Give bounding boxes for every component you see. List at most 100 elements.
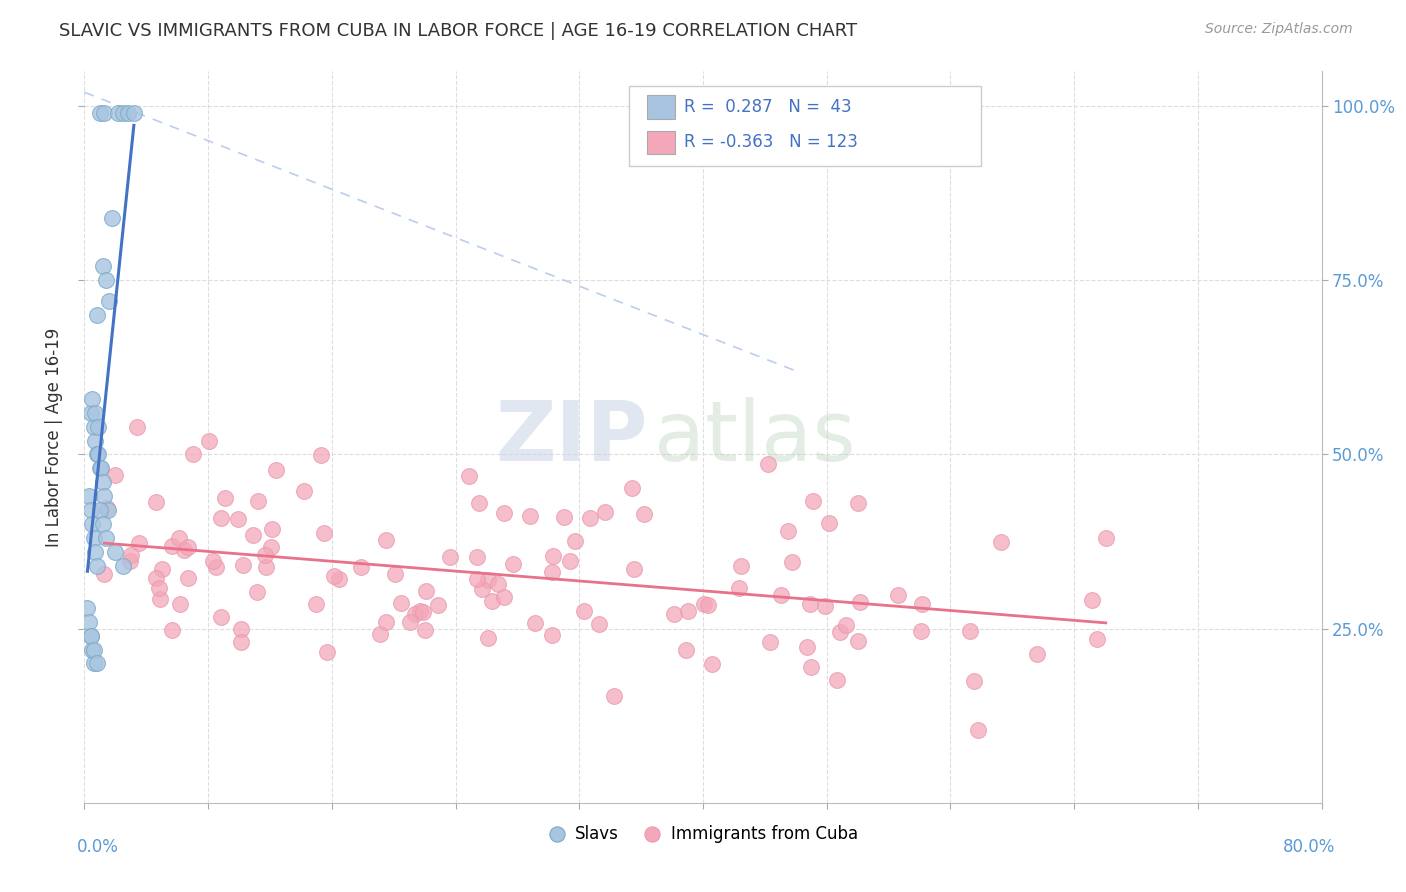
Point (502, 558, 524, 572)
Point (214, 491, 236, 505)
Point (818, 516, 841, 531)
Point (492, 506, 515, 520)
Point (173, 542, 195, 557)
Point (91, 260, 114, 274)
Point (232, 558, 254, 573)
Point (782, 555, 804, 569)
Point (120, 554, 142, 568)
Point (229, 635, 252, 649)
Point (91, 517, 114, 532)
Point (990, 534, 1012, 549)
Point (89, 461, 111, 475)
Point (834, 618, 856, 632)
Point (77, 615, 100, 629)
Point (309, 449, 332, 463)
Point (82, 517, 104, 532)
Point (553, 509, 575, 524)
Point (87, 419, 110, 434)
Text: Source: ZipAtlas.com: Source: ZipAtlas.com (1205, 22, 1353, 37)
Legend: Slavs, Immigrants from Cuba: Slavs, Immigrants from Cuba (541, 818, 865, 849)
Point (122, 106, 145, 120)
Point (664, 607, 686, 621)
Point (83, 419, 105, 434)
Point (384, 566, 406, 581)
Point (967, 723, 990, 737)
Point (623, 562, 645, 576)
Point (316, 645, 339, 659)
Point (112, 106, 135, 120)
Point (1026, 647, 1049, 661)
Point (849, 594, 872, 608)
Point (399, 615, 422, 629)
Point (814, 599, 837, 613)
Point (374, 615, 396, 629)
Point (242, 528, 264, 542)
Point (426, 599, 449, 613)
Point (93, 567, 115, 582)
Point (91, 475, 114, 490)
Point (101, 211, 124, 225)
Point (415, 584, 437, 599)
Point (149, 591, 172, 606)
Point (910, 624, 932, 639)
Point (579, 511, 602, 525)
Point (620, 481, 643, 495)
Point (1085, 632, 1108, 646)
Point (104, 545, 127, 559)
Point (796, 640, 818, 654)
Point (98, 294, 121, 309)
Point (120, 548, 142, 562)
Point (846, 634, 869, 648)
Point (404, 607, 426, 621)
Text: R = -0.363   N = 123: R = -0.363 N = 123 (685, 133, 858, 152)
Point (254, 560, 277, 574)
Point (759, 635, 782, 649)
Point (94, 531, 117, 545)
Point (202, 553, 225, 567)
Point (160, 623, 183, 637)
Point (83, 642, 105, 657)
FancyBboxPatch shape (628, 86, 981, 167)
Point (574, 604, 596, 618)
Point (127, 419, 149, 434)
Point (209, 610, 232, 624)
Point (96, 501, 118, 516)
Point (86, 308, 108, 322)
Point (825, 673, 848, 687)
Point (90, 461, 112, 475)
Point (86, 657, 108, 671)
Point (84, 545, 107, 559)
Point (603, 689, 626, 703)
Point (887, 588, 910, 602)
Bar (647, 130, 675, 154)
Point (314, 526, 336, 541)
Point (541, 627, 564, 641)
Point (368, 627, 391, 641)
Point (963, 674, 986, 689)
Point (828, 624, 851, 639)
Point (799, 597, 821, 611)
Point (89, 106, 111, 120)
Point (181, 448, 204, 462)
Point (477, 631, 499, 645)
Point (412, 605, 434, 619)
Point (391, 596, 413, 610)
Point (541, 549, 564, 563)
Point (209, 511, 232, 525)
Point (83, 531, 105, 545)
Point (259, 540, 281, 554)
Point (588, 617, 610, 632)
Point (471, 582, 494, 596)
Point (800, 659, 823, 673)
Point (226, 512, 249, 526)
Point (84, 434, 107, 448)
Point (959, 624, 981, 639)
Point (79, 629, 101, 643)
Point (700, 657, 723, 672)
Point (560, 554, 582, 568)
Text: atlas: atlas (654, 397, 855, 477)
Point (93, 106, 115, 120)
Point (292, 484, 315, 499)
Point (492, 590, 515, 604)
Point (177, 571, 200, 585)
